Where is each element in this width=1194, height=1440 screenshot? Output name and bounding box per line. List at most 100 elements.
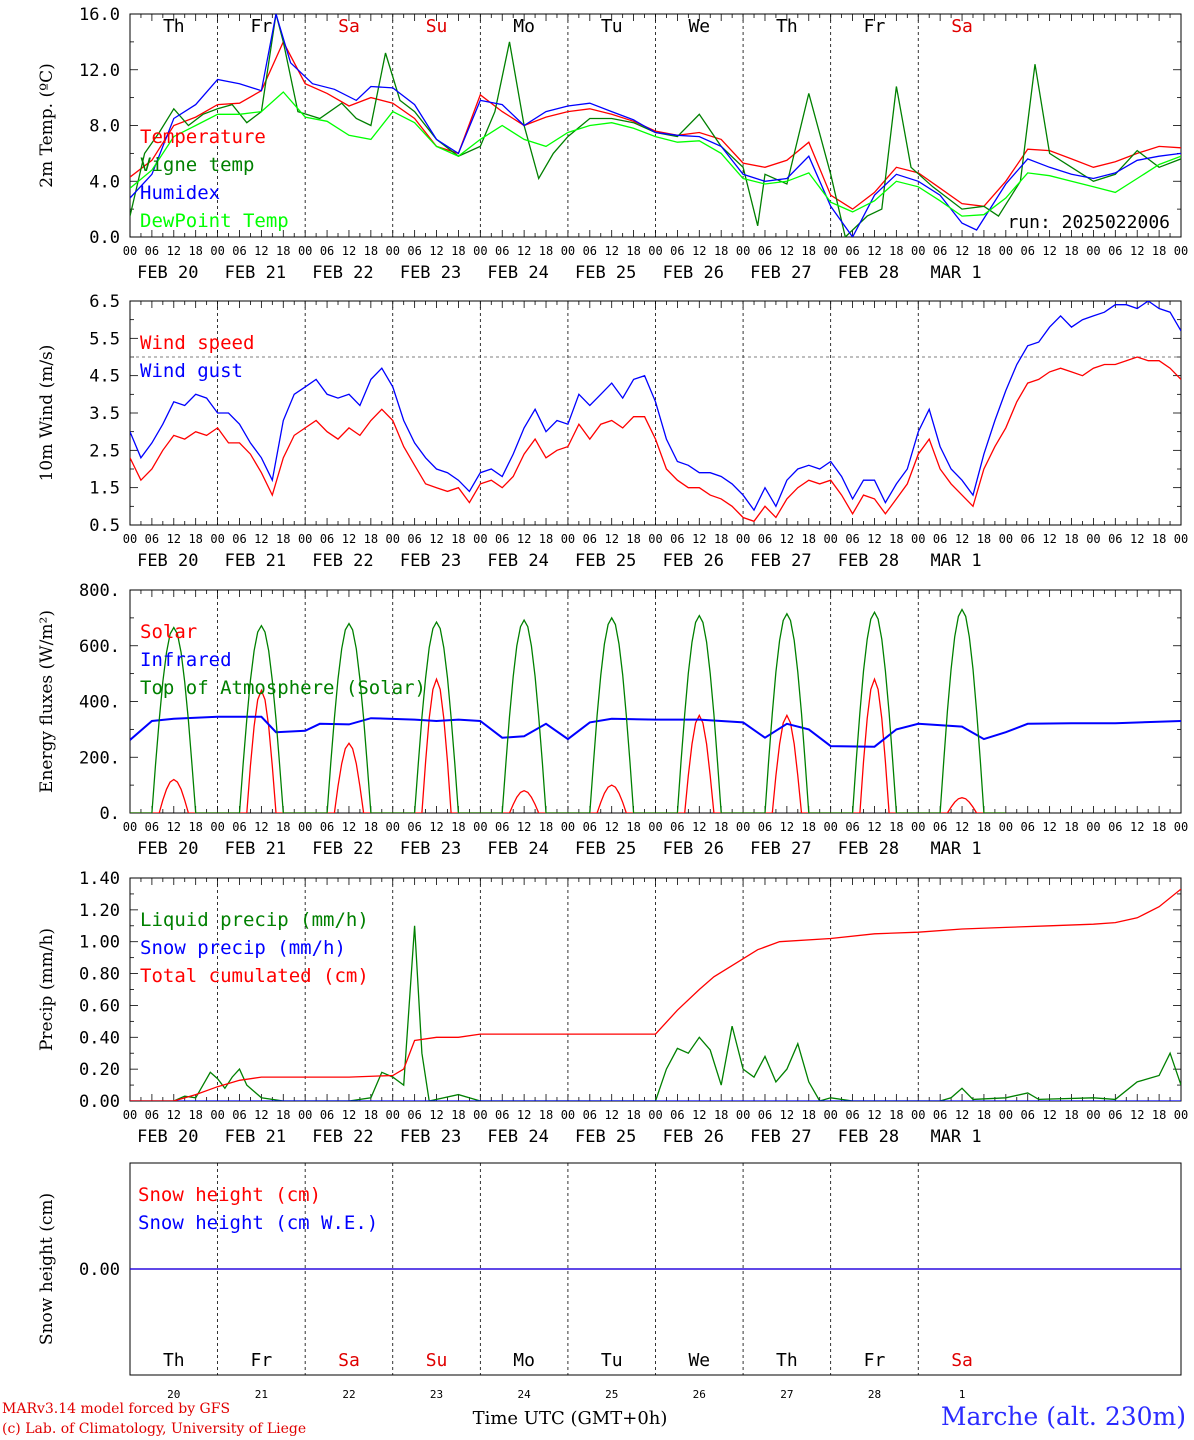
hour-tick-label: 06 <box>407 532 421 546</box>
y-axis-label: 2m Temp. (ºC) <box>37 63 57 188</box>
hour-tick-label: 06 <box>320 532 334 546</box>
hour-tick-label: 12 <box>517 820 531 834</box>
hour-tick-label: 00 <box>473 532 487 546</box>
weekday-label-bottom: Th <box>776 1350 798 1371</box>
date-label: FEB 23 <box>400 1127 461 1147</box>
hour-tick-label: 00 <box>386 532 400 546</box>
date-label: FEB 28 <box>838 839 899 859</box>
hour-tick-label: 12 <box>955 532 969 546</box>
date-label: FEB 24 <box>487 1127 548 1147</box>
y-tick-label: 800. <box>79 581 120 601</box>
date-label: FEB 20 <box>137 839 198 859</box>
weekday-label: Fr <box>864 16 886 37</box>
hour-tick-label: 12 <box>780 1108 794 1122</box>
hour-tick-label: 12 <box>955 244 969 258</box>
hour-tick-label: 18 <box>364 532 378 546</box>
hour-tick-label: 18 <box>276 1108 290 1122</box>
hour-tick-label: 00 <box>210 1108 224 1122</box>
hour-tick-label: 06 <box>232 244 246 258</box>
weekday-label: We <box>688 16 710 37</box>
hour-tick-label: 18 <box>1064 532 1078 546</box>
y-tick-label: 1.5 <box>89 479 120 499</box>
hour-tick-label: 00 <box>648 532 662 546</box>
y-tick-label: 0. <box>100 804 120 824</box>
date-label: FEB 26 <box>663 263 724 283</box>
hour-tick-label: 12 <box>867 244 881 258</box>
hour-tick-label: 18 <box>802 532 816 546</box>
run-label: run: 2025022006 <box>1007 212 1170 233</box>
legend-entry: Solar <box>140 621 197 643</box>
series-line-wind-gust <box>130 301 1181 512</box>
hour-tick-label: 00 <box>648 1108 662 1122</box>
day-number: 28 <box>868 1388 881 1401</box>
hour-tick-label: 00 <box>123 1108 137 1122</box>
credit-model: MARv3.14 model forced by GFS <box>2 1401 231 1417</box>
hour-tick-label: 18 <box>626 244 640 258</box>
hour-tick-label: 00 <box>999 1108 1013 1122</box>
hour-tick-label: 18 <box>889 820 903 834</box>
hour-tick-label: 12 <box>604 820 618 834</box>
legend-entry: Total cumulated (cm) <box>140 965 369 987</box>
hour-tick-label: 12 <box>867 532 881 546</box>
hour-tick-label: 00 <box>561 532 575 546</box>
day-number: 21 <box>255 1388 268 1401</box>
hour-tick-label: 12 <box>254 1108 268 1122</box>
panel-4: 00 06 12 18 00 06 12 18 00 06 12 18 00 06 12 18 00 06 12 18… <box>37 869 1188 1147</box>
hour-tick-label: 06 <box>583 820 597 834</box>
day-number: 23 <box>430 1388 443 1401</box>
y-tick-label: 6.5 <box>89 292 120 312</box>
hour-tick-label: 00 <box>1174 532 1188 546</box>
series-line-dewpoint-temp <box>130 91 1181 217</box>
hour-tick-label: 12 <box>1042 820 1056 834</box>
y-tick-label: 1.00 <box>79 933 120 953</box>
day-number: 24 <box>518 1388 532 1401</box>
y-tick-label: 4.0 <box>89 172 120 192</box>
date-label: FEB 22 <box>312 839 373 859</box>
hour-tick-label: 06 <box>407 820 421 834</box>
hour-tick-label: 00 <box>561 244 575 258</box>
hour-tick-label: 06 <box>933 820 947 834</box>
hour-tick-label: 18 <box>276 244 290 258</box>
hour-tick-label: 00 <box>911 1108 925 1122</box>
date-label: FEB 24 <box>487 839 548 859</box>
hour-tick-label: 06 <box>1108 244 1122 258</box>
hour-tick-label: 18 <box>188 532 202 546</box>
date-label: FEB 20 <box>137 551 198 571</box>
hour-tick-label: 06 <box>845 820 859 834</box>
y-tick-label: 12.0 <box>79 61 120 81</box>
hour-tick-label: 06 <box>583 1108 597 1122</box>
hour-tick-label: 06 <box>670 244 684 258</box>
hour-tick-label: 18 <box>1152 820 1166 834</box>
hour-tick-label: 12 <box>604 244 618 258</box>
hour-tick-label: 12 <box>780 244 794 258</box>
hour-tick-label: 12 <box>167 820 181 834</box>
date-label: FEB 25 <box>575 839 636 859</box>
hour-tick-label: 18 <box>188 244 202 258</box>
hour-tick-label: 06 <box>1108 1108 1122 1122</box>
hour-tick-label: 18 <box>539 1108 553 1122</box>
hour-tick-label: 00 <box>648 820 662 834</box>
hour-tick-label: 06 <box>232 532 246 546</box>
hour-tick-label: 00 <box>736 820 750 834</box>
hour-tick-label: 12 <box>780 820 794 834</box>
hour-tick-label: 18 <box>802 820 816 834</box>
panel-3: 00 06 12 18 00 06 12 18 00 06 12 18 00 06 12 18 00 06 12 18… <box>37 581 1188 859</box>
date-label: FEB 21 <box>225 263 286 283</box>
hour-tick-label: 00 <box>823 1108 837 1122</box>
hour-tick-label: 12 <box>955 1108 969 1122</box>
hour-tick-label: 18 <box>714 532 728 546</box>
hour-tick-label: 00 <box>210 244 224 258</box>
hour-tick-label: 06 <box>933 244 947 258</box>
hour-tick-label: 00 <box>123 820 137 834</box>
weekday-label: Sa <box>951 16 973 37</box>
hour-tick-label: 06 <box>670 532 684 546</box>
date-label: FEB 22 <box>312 1127 373 1147</box>
y-tick-label: 5.5 <box>89 329 120 349</box>
hour-tick-label: 18 <box>451 244 465 258</box>
legend-entry: Wind gust <box>140 360 243 382</box>
hour-tick-label: 18 <box>626 820 640 834</box>
hour-tick-label: 12 <box>692 532 706 546</box>
hour-tick-label: 18 <box>889 532 903 546</box>
y-tick-label: 2.5 <box>89 441 120 461</box>
